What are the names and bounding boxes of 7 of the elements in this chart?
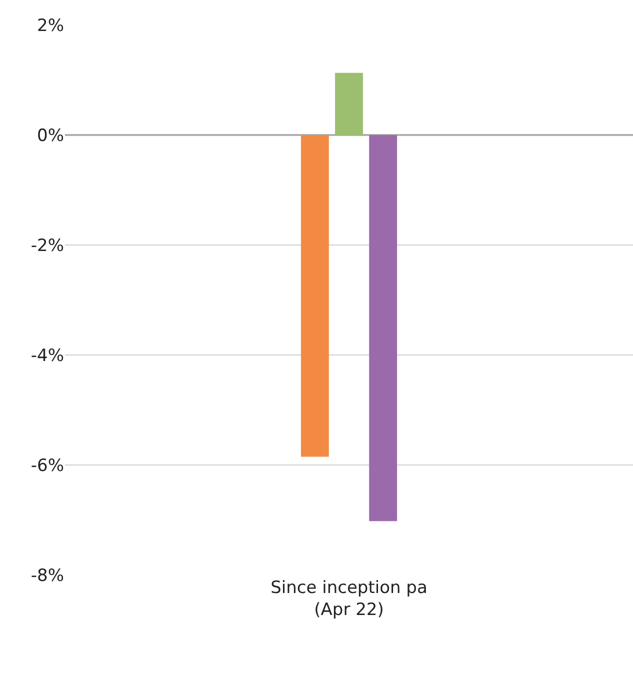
y-tick-label: 2%: [37, 16, 64, 36]
y-tick-label: -6%: [30, 456, 64, 476]
y-tick-label: -4%: [30, 346, 64, 366]
y-tick-label: -8%: [30, 566, 64, 586]
y-tick-label: -2%: [30, 236, 64, 256]
x-tick-label: Since inception pa (Apr 22): [270, 578, 428, 620]
y-tick-label: 0%: [37, 126, 64, 146]
